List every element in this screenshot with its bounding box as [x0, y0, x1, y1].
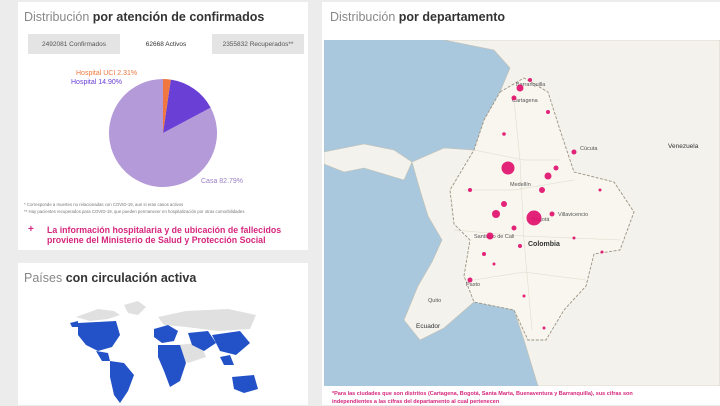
map-label-medellin: Medellín [510, 182, 531, 188]
bubble-huila[interactable] [518, 244, 522, 248]
bubble-narino[interactable] [467, 277, 473, 283]
colombia-border [449, 77, 635, 341]
map-label-santiago-de-cali: Santiago de Cali [474, 234, 514, 240]
tab-activos[interactable]: 62668 Activos [120, 34, 212, 54]
bubble-cundinamarca[interactable] [539, 187, 545, 193]
pie-slice-hospital-uci[interactable] [163, 79, 171, 133]
bubble-cucuta[interactable] [571, 149, 577, 155]
hospital-note-line-2: proviene del Ministerio de Salud y Prote… [47, 235, 266, 245]
bubble-medellin[interactable] [501, 161, 515, 175]
panama-land [324, 143, 413, 181]
bubble-santa-marta[interactable] [528, 78, 532, 82]
department-borders [453, 99, 621, 331]
bubble-vichada[interactable] [600, 250, 604, 254]
active-countries [70, 321, 258, 403]
bubble-choco[interactable] [468, 188, 472, 192]
map-label-cucuta: Cúcuta [580, 146, 598, 152]
bubble-boyaca[interactable] [544, 172, 552, 180]
bubble-cali[interactable] [486, 232, 494, 240]
bubble-valledupar[interactable] [546, 110, 550, 114]
map-label-pasto: Pasto [466, 282, 480, 288]
attention-card: Distribución por atención de confirmados… [18, 2, 308, 250]
tab-recuperados[interactable]: 2355832 Recuperados** [222, 40, 294, 48]
bubble-meta[interactable] [549, 211, 555, 217]
attention-footnotes: * Corresponde a muertes no relacionadas … [24, 201, 244, 215]
bubble-bogota[interactable] [526, 210, 542, 226]
bubble-monteria[interactable] [502, 132, 506, 136]
districts-note: *Para las ciudades que son distritos (Ca… [332, 390, 720, 406]
footnote-1: * Corresponde a muertes no relacionadas … [24, 202, 184, 207]
bubble-barranquilla[interactable] [516, 84, 524, 92]
bubble-caqueta[interactable] [522, 294, 526, 298]
map-label-villavicencio: Villavicencio [558, 212, 588, 218]
bubble-putumayo[interactable] [492, 262, 496, 266]
bubble-risaralda[interactable] [492, 210, 500, 218]
case-status-tabs: 2492081 Confirmados 62668 Activos 235583… [28, 34, 304, 54]
map-label-colombia: Colombia [528, 241, 560, 248]
map-label-cartagena: Cartagena [512, 98, 539, 104]
bubble-casanare[interactable] [572, 236, 576, 240]
world-map[interactable] [68, 295, 268, 405]
map-label-quito: Quito [428, 298, 441, 304]
bubble-cauca[interactable] [482, 252, 486, 256]
bubble-caldas[interactable] [501, 201, 507, 207]
bubble-cartagena[interactable] [511, 95, 517, 101]
case-bubbles [467, 78, 604, 330]
map-label-venezuela: Venezuela [668, 143, 699, 150]
bubble-bucaramanga[interactable] [553, 165, 559, 171]
tab-confirmados[interactable]: 2492081 Confirmados [42, 40, 106, 48]
map-label-ecuador: Ecuador [416, 323, 441, 330]
pie-label-casa: Casa 82.79% [201, 178, 244, 185]
departments-card: Distribución por departamento Barranquil… [322, 2, 720, 405]
bubble-amazonas[interactable] [542, 326, 546, 330]
footnote-2: ** Hay pacientes recuperados para COVID-… [24, 209, 245, 214]
countries-card: Países con circulación activa [18, 263, 308, 405]
pie-slice-casa[interactable] [108, 79, 217, 187]
attention-title: Distribución por atención de confirmados [24, 10, 265, 24]
pie-slice-hospital[interactable] [163, 79, 211, 133]
bubble-arauca[interactable] [598, 188, 602, 192]
plus-icon: + [28, 224, 34, 235]
pie-label-hospital-uci: Hospital UCI 2.31% [76, 70, 138, 77]
colombia-map[interactable]: Barranquilla Cartagena Cúcuta Medellín B… [324, 40, 720, 386]
countries-title: Países con circulación activa [24, 271, 197, 285]
districts-note-line-1: *Para las ciudades que son distritos (Ca… [332, 391, 633, 397]
map-label-barranquilla: Barranquilla [516, 82, 546, 88]
pie-label-hospital: Hospital 14.90% [71, 79, 122, 86]
inactive-countries [76, 301, 256, 363]
bubble-tolima[interactable] [511, 225, 517, 231]
districts-note-line-2: independientes a las cifras del departam… [332, 399, 500, 405]
departments-title: Distribución por departamento [330, 10, 506, 24]
attention-pie-chart [108, 79, 217, 187]
hospital-note-line-1: La información hospitalaria y de ubicaci… [47, 225, 282, 235]
